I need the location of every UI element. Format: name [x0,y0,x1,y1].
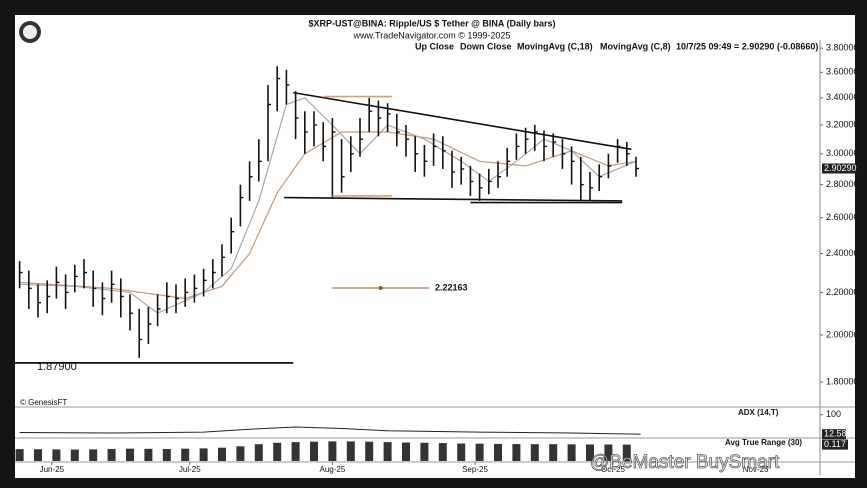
x-tick-label: Aug-25 [320,465,346,474]
indicator-bar [162,448,171,461]
moving-average [19,131,637,300]
x-tick-label: Jun-25 [40,465,65,474]
level-dot [378,286,383,291]
indicator-bar [530,444,539,461]
indicator-line [19,426,641,435]
last-quote: 10/7/25 09:49 = 2.90290 (-0.08660) [676,41,818,51]
indicator-bar [107,448,116,461]
legend-entry: Up Close [415,41,454,51]
indicator-bar [273,442,282,461]
y-tick-label: 100 [826,409,841,419]
y-tick-label: 3.40000 [826,92,859,102]
chart-subtitle: www.TradeNavigator.com © 1999-2025 [353,30,511,40]
indicator-bar [144,448,153,461]
moving-average [19,97,637,314]
chart-panel [15,15,855,478]
last-value-box [822,439,848,450]
y-tick-label: 2.20000 [826,287,859,297]
y-tick-label: 3.60000 [826,67,859,77]
indicator-bar [310,441,318,461]
indicator-bar [34,449,42,461]
copyright: © GenesisFT [20,398,67,407]
indicator-bar [457,443,466,461]
panel-title: Avg True Range (30) [725,438,802,447]
indicator-bar [181,448,190,461]
indicator-bar [218,447,226,461]
last-value-box [822,429,846,440]
indicator-bar [365,441,374,461]
y-tick-label: 2.80000 [826,179,859,189]
indicator-bar [604,444,613,461]
trend-line [284,196,623,202]
indicator-bar [291,442,300,461]
y-tick-label: 2.60000 [826,212,859,222]
indicator-bar [586,444,594,461]
indicator-bar [126,448,134,461]
y-tick-label: 3.00000 [826,148,859,158]
indicator-bar [494,443,502,461]
indicator-bar [420,442,429,461]
indicator-bar [438,443,447,461]
indicator-bar [475,443,484,461]
legend-entry: MovingAvg (C,8) [600,41,671,51]
panel-title: ADX (14,T) [738,408,779,417]
indicator-bar [254,444,263,461]
indicator-bar [549,444,558,461]
indicator-bar [236,446,245,461]
last-price-label: 2.90290 [824,163,857,173]
last-price-box [822,163,856,174]
y-tick-label: 3.80000 [826,43,859,53]
indicator-bar [328,441,337,461]
indicator-bar [512,444,521,461]
y-tick-label: 1.80000 [826,376,859,386]
watermark: @BeMaster BuySmart [590,452,780,473]
level-label: 1.87900 [37,361,77,373]
legend-entry: Down Close [460,41,512,51]
indicator-bar [346,441,355,461]
indicator-bar [383,442,392,461]
indicator-bar [199,448,208,461]
y-tick-label: 2.00000 [826,329,859,339]
x-tick-label: Sep-25 [462,465,488,474]
indicator-bar [15,449,24,461]
indicator-bar [89,449,98,461]
indicator-bar [70,449,79,461]
level-label: 2.22163 [435,282,468,292]
indicator-bar [622,444,631,461]
last-value-label: 0.117 [824,439,846,449]
legend-entry: MovingAvg (C,18) [517,41,593,51]
indicator-bar [52,449,61,461]
y-tick-label: 3.20000 [826,119,859,129]
trend-line [293,91,632,151]
last-value-label: 12.58 [824,429,847,439]
x-tick-label: Nov-25 [743,465,769,474]
indicator-bar [567,444,576,461]
y-tick-label: 2.40000 [826,248,859,258]
x-tick-label: Oct-25 [601,465,626,474]
logo-inner [23,25,37,39]
chart-title: $XRP-UST@BINA: Ripple/US $ Tether @ BINA… [308,18,555,28]
indicator-bar [402,442,410,461]
x-tick-label: Jul-25 [179,465,201,474]
plot: 3.80000 3.60000 3.40000 3.20000 3.00000 2.800… [15,41,859,474]
